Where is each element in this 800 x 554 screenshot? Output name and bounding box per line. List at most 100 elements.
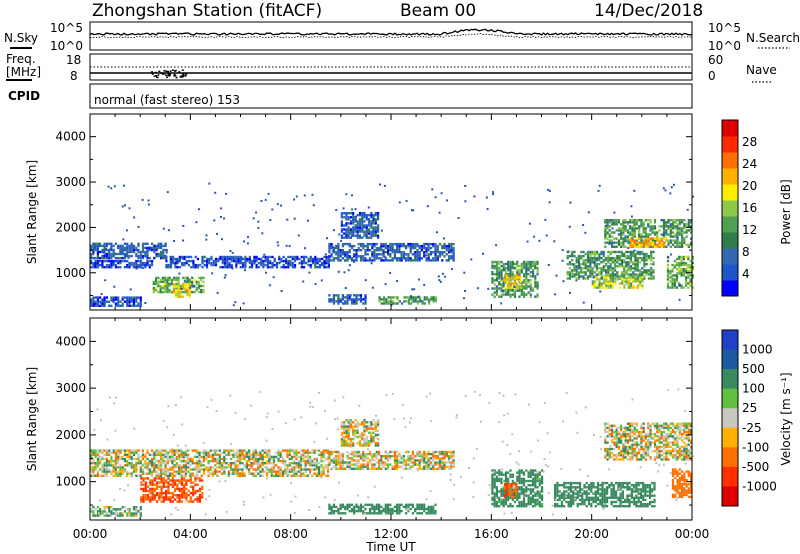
velocity-cell [205, 457, 208, 461]
velocity-cell [284, 464, 287, 467]
power-cell [425, 246, 428, 250]
power-cell [620, 229, 623, 232]
velocity-cell [166, 453, 169, 456]
power-cell [391, 242, 394, 246]
velocity-cell [157, 459, 160, 463]
power-cell [373, 257, 376, 260]
power-cell [608, 235, 611, 238]
velocity-cell [414, 455, 417, 458]
power-cell [284, 266, 288, 269]
power-cell [212, 261, 215, 265]
power-cell [595, 259, 599, 262]
velocity-cell [250, 472, 253, 475]
power-cell [626, 237, 629, 240]
power-cell [502, 285, 505, 288]
velocity-cell [355, 452, 358, 456]
power-cell [175, 291, 178, 294]
power-cell [121, 298, 124, 301]
velocity-cell [332, 509, 335, 513]
power-cell [436, 259, 439, 262]
power-cell [676, 237, 679, 240]
power-cell [595, 273, 599, 276]
velocity-cell [232, 468, 235, 471]
power-cell [141, 250, 145, 254]
velocity-cell [90, 451, 93, 454]
power-cell [96, 252, 99, 256]
power-cell [300, 259, 303, 263]
power-cell [96, 261, 99, 265]
power-cell [432, 251, 435, 254]
power-cell [674, 227, 677, 230]
velocity-cell [330, 512, 333, 515]
power-point [599, 290, 602, 293]
power-cell [362, 244, 365, 248]
power-cell [445, 259, 448, 262]
velocity-cell [366, 503, 369, 506]
power-cell [223, 255, 227, 259]
power-point [561, 249, 564, 251]
velocity-cell [225, 466, 228, 469]
velocity-cell [407, 463, 410, 466]
power-cell [337, 294, 340, 297]
velocity-cell [259, 470, 262, 473]
velocity-cell [158, 491, 161, 495]
power-cell [532, 289, 535, 292]
velocity-cell [201, 487, 204, 491]
power-colorbar-tick: 16 [742, 201, 757, 215]
velocity-cell [160, 462, 163, 465]
velocity-cell [373, 467, 376, 470]
velocity-cell [420, 459, 423, 462]
velocity-cell [438, 459, 442, 462]
power-point [670, 253, 672, 256]
power-cell [416, 253, 419, 256]
power-cell [512, 282, 516, 285]
velocity-cell [322, 459, 325, 463]
velocity-cell [272, 470, 276, 473]
velocity-cell [277, 451, 280, 454]
velocity-cell [92, 468, 95, 471]
power-cell [344, 300, 347, 303]
velocity-cell [189, 472, 192, 475]
power-cell [99, 256, 102, 260]
velocity-cell [157, 468, 160, 471]
velocity-cell [284, 468, 287, 471]
power-cell [586, 275, 590, 278]
power-cell [627, 273, 630, 276]
power-cell [164, 288, 167, 292]
power-cell [146, 242, 149, 245]
power-cell [495, 268, 498, 272]
power-cell [389, 242, 392, 246]
freq-label-1: Freq. [6, 52, 36, 66]
velocity-cell [187, 453, 190, 456]
power-point [220, 207, 223, 210]
power-cell [638, 245, 641, 248]
power-cell [522, 264, 526, 268]
velocity-cell [355, 467, 358, 470]
velocity-cell [164, 453, 167, 456]
velocity-cell [146, 494, 150, 497]
power-cell [416, 259, 419, 262]
power-cell [166, 278, 169, 282]
power-cell [316, 259, 319, 263]
power-cell [92, 266, 95, 269]
power-cell [609, 284, 612, 287]
power-cell [611, 261, 614, 264]
velocity-cell [175, 457, 178, 461]
power-cell [226, 259, 229, 263]
power-cell [608, 225, 611, 228]
power-cell [337, 249, 340, 252]
power-cell [135, 296, 138, 299]
power-cell [332, 298, 335, 301]
velocity-cell [178, 496, 181, 499]
nave-point [181, 76, 184, 78]
velocity-cell [340, 437, 343, 441]
velocity-cell [176, 496, 179, 499]
velocity-cell [137, 510, 140, 513]
power-cell [667, 225, 670, 228]
power-cell [430, 296, 433, 299]
velocity-region-1 [328, 450, 455, 470]
power-point [350, 235, 353, 237]
velocity-cell [108, 453, 111, 456]
power-point [379, 183, 382, 186]
velocity-cell [281, 474, 285, 477]
